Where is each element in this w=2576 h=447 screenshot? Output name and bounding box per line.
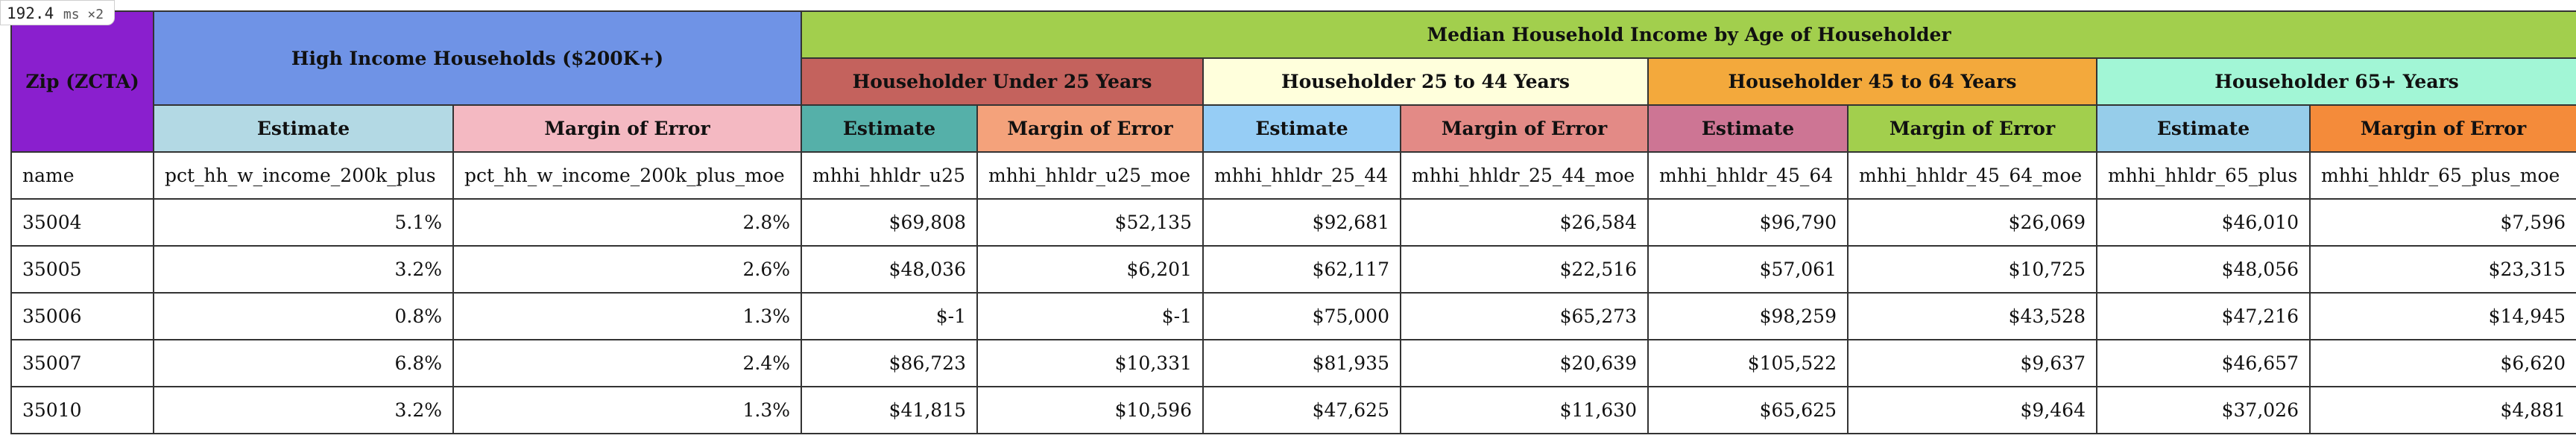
age-group-header-25-44: Householder 25 to 44 Years: [1202, 57, 1649, 106]
value-cell: $7,596: [2308, 198, 2576, 247]
value-cell: $22,516: [1400, 245, 1649, 294]
value-cell: $9,464: [1847, 386, 2097, 434]
value-cell: 3.2%: [153, 245, 454, 294]
value-cell: $48,056: [2096, 245, 2311, 294]
value-cell: $47,216: [2096, 292, 2311, 340]
table-row: 35005 3.2% 2.6% $48,036 $6,201 $62,117 $22,516…: [10, 245, 2576, 294]
margin-of-error-column-header: Margin of Error: [452, 104, 802, 153]
table-row: 35007 6.8% 2.4% $86,723 $10,331 $81,935 $20,63…: [10, 339, 2576, 387]
margin-of-error-column-header: Margin of Error: [976, 104, 1204, 153]
zip-cell: 35005: [10, 245, 154, 294]
table-row: 35006 0.8% 1.3% $-1 $-1 $75,000 $65,273 $98,259…: [10, 292, 2576, 340]
margin-of-error-column-header: Margin of Error: [1847, 104, 2097, 153]
field-name-cell: mhhi_hhldr_25_44: [1202, 151, 1401, 200]
value-cell: $98,259: [1647, 292, 1849, 340]
value-cell: $48,036: [801, 245, 978, 294]
value-cell: $10,331: [976, 339, 1204, 387]
zip-cell: 35010: [10, 386, 154, 434]
value-cell: 5.1%: [153, 198, 454, 247]
value-cell: $46,657: [2096, 339, 2311, 387]
perf-badge: 192.4 ms ×2: [0, 0, 116, 25]
value-cell: $10,725: [1847, 245, 2097, 294]
estimate-column-header: Estimate: [153, 104, 454, 153]
high-income-header: High Income Households ($200K+): [153, 10, 802, 106]
value-cell: $14,945: [2308, 292, 2576, 340]
field-name-cell: mhhi_hhldr_u25: [801, 151, 978, 200]
value-cell: $6,620: [2308, 339, 2576, 387]
value-cell: $81,935: [1202, 339, 1401, 387]
estimate-column-header: Estimate: [1647, 104, 1849, 153]
estimate-column-header: Estimate: [801, 104, 978, 153]
field-name-row: name pct_hh_w_income_200k_plus pct_hh_w_in…: [10, 151, 2576, 200]
value-cell: $6,201: [976, 245, 1204, 294]
value-cell: $20,639: [1400, 339, 1649, 387]
value-cell: 1.3%: [452, 386, 802, 434]
value-cell: $26,584: [1400, 198, 1649, 247]
value-cell: 2.8%: [452, 198, 802, 247]
value-cell: $52,135: [976, 198, 1204, 247]
value-cell: $43,528: [1847, 292, 2097, 340]
field-name-cell: name: [10, 151, 154, 200]
age-group-header-65-plus: Householder 65+ Years: [2095, 57, 2576, 106]
value-cell: $86,723: [801, 339, 978, 387]
value-cell: $92,681: [1202, 198, 1401, 247]
value-cell: $23,315: [2308, 245, 2576, 294]
value-cell: 2.6%: [452, 245, 802, 294]
field-name-cell: mhhi_hhldr_u25_moe: [976, 151, 1204, 200]
table-row: 35010 3.2% 1.3% $41,815 $10,596 $47,625 $11,63…: [10, 386, 2576, 434]
value-cell: 6.8%: [153, 339, 454, 387]
margin-of-error-column-header: Margin of Error: [1400, 104, 1649, 153]
zip-cell: 35004: [10, 198, 154, 247]
margin-of-error-column-header: Margin of Error: [2308, 104, 2576, 153]
field-name-cell: pct_hh_w_income_200k_plus: [153, 151, 454, 200]
field-name-cell: mhhi_hhldr_65_plus_moe: [2308, 151, 2576, 200]
value-cell: $46,010: [2096, 198, 2311, 247]
value-cell: $105,522: [1647, 339, 1849, 387]
perf-badge-unit: ms ×2: [63, 7, 104, 22]
zip-cell: 35006: [10, 292, 154, 340]
age-group-header-under-25: Householder Under 25 Years: [801, 57, 1204, 106]
field-name-cell: mhhi_hhldr_25_44_moe: [1400, 151, 1649, 200]
income-table: Zip (ZCTA) High Income Households ($200K…: [10, 10, 2576, 434]
value-cell: $57,061: [1647, 245, 1849, 294]
value-cell: $4,881: [2308, 386, 2576, 434]
value-cell: 2.4%: [452, 339, 802, 387]
field-name-cell: mhhi_hhldr_45_64: [1647, 151, 1849, 200]
table-row: 35004 5.1% 2.8% $69,808 $52,135 $92,681 $26,58…: [10, 198, 2576, 247]
zip-header: Zip (ZCTA): [10, 10, 154, 153]
value-cell: $37,026: [2096, 386, 2311, 434]
value-cell: $-1: [976, 292, 1204, 340]
field-name-cell: pct_hh_w_income_200k_plus_moe: [452, 151, 802, 200]
value-cell: $9,637: [1847, 339, 2097, 387]
perf-badge-value: 192.4: [7, 4, 54, 22]
value-cell: $-1: [801, 292, 978, 340]
value-cell: $69,808: [801, 198, 978, 247]
field-name-cell: mhhi_hhldr_65_plus: [2096, 151, 2311, 200]
value-cell: $75,000: [1202, 292, 1401, 340]
estimate-column-header: Estimate: [1202, 104, 1401, 153]
value-cell: $26,069: [1847, 198, 2097, 247]
value-cell: $11,630: [1400, 386, 1649, 434]
value-cell: $96,790: [1647, 198, 1849, 247]
age-group-header-45-64: Householder 45 to 64 Years: [1647, 57, 2097, 106]
value-cell: $47,625: [1202, 386, 1401, 434]
value-cell: $62,117: [1202, 245, 1401, 294]
field-name-cell: mhhi_hhldr_45_64_moe: [1847, 151, 2097, 200]
value-cell: $41,815: [801, 386, 978, 434]
value-cell: $10,596: [976, 386, 1204, 434]
zip-cell: 35007: [10, 339, 154, 387]
value-cell: 0.8%: [153, 292, 454, 340]
median-income-header: Median Household Income by Age of Househ…: [800, 10, 2576, 59]
value-cell: 1.3%: [452, 292, 802, 340]
value-cell: $65,273: [1400, 292, 1649, 340]
value-cell: 3.2%: [153, 386, 454, 434]
estimate-column-header: Estimate: [2096, 104, 2311, 153]
value-cell: $65,625: [1647, 386, 1849, 434]
